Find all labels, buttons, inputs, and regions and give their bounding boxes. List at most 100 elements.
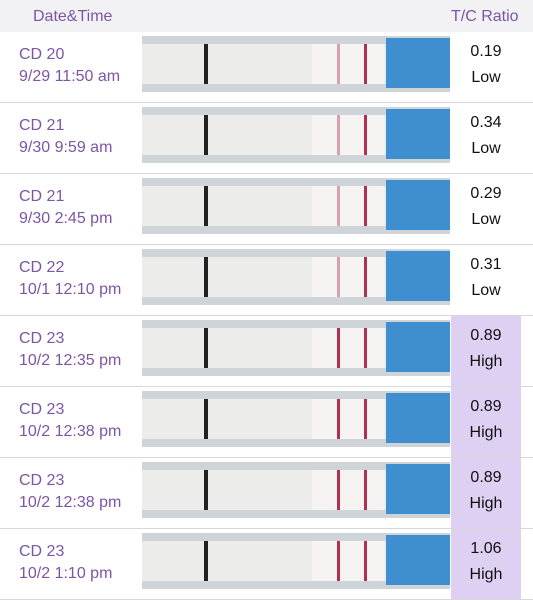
control-line — [364, 328, 367, 368]
test-strip-photo — [142, 107, 450, 163]
control-line — [364, 257, 367, 297]
test-line — [337, 186, 340, 226]
tc-ratio: 0.29 — [470, 185, 502, 202]
result-cell: 0.89 High — [451, 387, 521, 457]
test-strip-photo — [142, 320, 450, 376]
test-time: 10/2 12:38 pm — [19, 423, 122, 440]
max-bar — [204, 541, 208, 581]
cycle-day: CD 22 — [19, 259, 65, 276]
tc-ratio: 0.19 — [470, 43, 502, 60]
result-cell: 0.31 Low — [451, 245, 521, 315]
test-time: 10/2 12:38 pm — [19, 494, 122, 511]
lh-level: High — [469, 424, 503, 441]
cycle-day: CD 23 — [19, 472, 65, 489]
strip-window — [312, 186, 384, 226]
max-bar — [204, 257, 208, 297]
control-line — [364, 186, 367, 226]
cycle-day: CD 21 — [19, 188, 65, 205]
result-cell: 0.29 Low — [451, 174, 521, 244]
strip-window — [312, 328, 384, 368]
result-row: CD 22 10/1 12:10 pm 0.31 Low — [0, 245, 533, 316]
lh-level: Low — [471, 69, 501, 86]
strip-handle — [386, 393, 450, 443]
result-cell: 1.06 High — [451, 529, 521, 599]
tc-ratio: 1.06 — [470, 540, 502, 557]
result-row: CD 23 10/2 12:38 pm 0.89 High — [0, 387, 533, 458]
cycle-day: CD 21 — [19, 117, 65, 134]
result-cell: 0.34 Low — [451, 103, 521, 173]
lh-level: Low — [471, 282, 501, 299]
test-time: 10/2 1:10 pm — [19, 565, 113, 582]
result-row: CD 23 10/2 12:38 pm 0.89 High — [0, 458, 533, 529]
test-strip-photo — [142, 533, 450, 589]
test-line — [337, 328, 340, 368]
strip-window — [312, 399, 384, 439]
lh-level: High — [469, 353, 503, 370]
control-line — [364, 541, 367, 581]
max-bar — [204, 186, 208, 226]
tc-ratio: 0.34 — [470, 114, 502, 131]
control-line — [364, 470, 367, 510]
strip-handle — [386, 535, 450, 585]
test-strip-photo — [142, 462, 450, 518]
result-row: CD 23 10/2 12:35 pm 0.89 High — [0, 316, 533, 387]
test-line — [337, 257, 340, 297]
control-line — [364, 115, 367, 155]
strip-window — [312, 541, 384, 581]
strip-handle — [386, 464, 450, 514]
result-cell: 0.89 High — [451, 458, 521, 528]
max-bar — [204, 115, 208, 155]
result-row: CD 23 10/2 1:10 pm 1.06 High — [0, 529, 533, 600]
date-time-heading: Date&Time — [33, 8, 113, 25]
test-line — [337, 115, 340, 155]
strip-window — [312, 44, 384, 84]
test-time: 10/2 12:35 pm — [19, 352, 122, 369]
control-line — [364, 44, 367, 84]
tc-ratio: 0.89 — [470, 398, 502, 415]
test-time: 9/29 11:50 am — [19, 68, 121, 85]
strip-window — [312, 470, 384, 510]
test-strip-photo — [142, 391, 450, 447]
tc-ratio: 0.31 — [470, 256, 502, 273]
max-bar — [204, 44, 208, 84]
ratio-heading: T/C Ratio — [451, 8, 519, 25]
cycle-day: CD 20 — [19, 46, 65, 63]
test-time: 9/30 9:59 am — [19, 139, 113, 156]
test-strip-photo — [142, 178, 450, 234]
test-line — [337, 541, 340, 581]
lh-level: High — [469, 495, 503, 512]
result-row: CD 20 9/29 11:50 am 0.19 Low — [0, 32, 533, 103]
header: Date&Time T/C Ratio — [0, 0, 533, 32]
result-row: CD 21 9/30 2:45 pm 0.29 Low — [0, 174, 533, 245]
max-bar — [204, 328, 208, 368]
test-time: 9/30 2:45 pm — [19, 210, 113, 227]
strip-window — [312, 115, 384, 155]
cycle-day: CD 23 — [19, 330, 65, 347]
lh-level: Low — [471, 211, 501, 228]
test-strip-photo — [142, 249, 450, 305]
tc-ratio: 0.89 — [470, 469, 502, 486]
test-line — [337, 44, 340, 84]
test-strip-photo — [142, 36, 450, 92]
strip-handle — [386, 109, 450, 159]
tc-ratio: 0.89 — [470, 327, 502, 344]
result-row: CD 21 9/30 9:59 am 0.34 Low — [0, 103, 533, 174]
test-line — [337, 470, 340, 510]
test-line — [337, 399, 340, 439]
cycle-day: CD 23 — [19, 401, 65, 418]
strip-window — [312, 257, 384, 297]
max-bar — [204, 399, 208, 439]
control-line — [364, 399, 367, 439]
result-cell: 0.89 High — [451, 316, 521, 386]
strip-handle — [386, 180, 450, 230]
strip-handle — [386, 38, 450, 88]
lh-level: Low — [471, 140, 501, 157]
strip-handle — [386, 322, 450, 372]
result-cell: 0.19 Low — [451, 32, 521, 102]
cycle-day: CD 23 — [19, 543, 65, 560]
test-time: 10/1 12:10 pm — [19, 281, 122, 298]
strip-handle — [386, 251, 450, 301]
lh-level: High — [469, 566, 503, 583]
max-bar — [204, 470, 208, 510]
